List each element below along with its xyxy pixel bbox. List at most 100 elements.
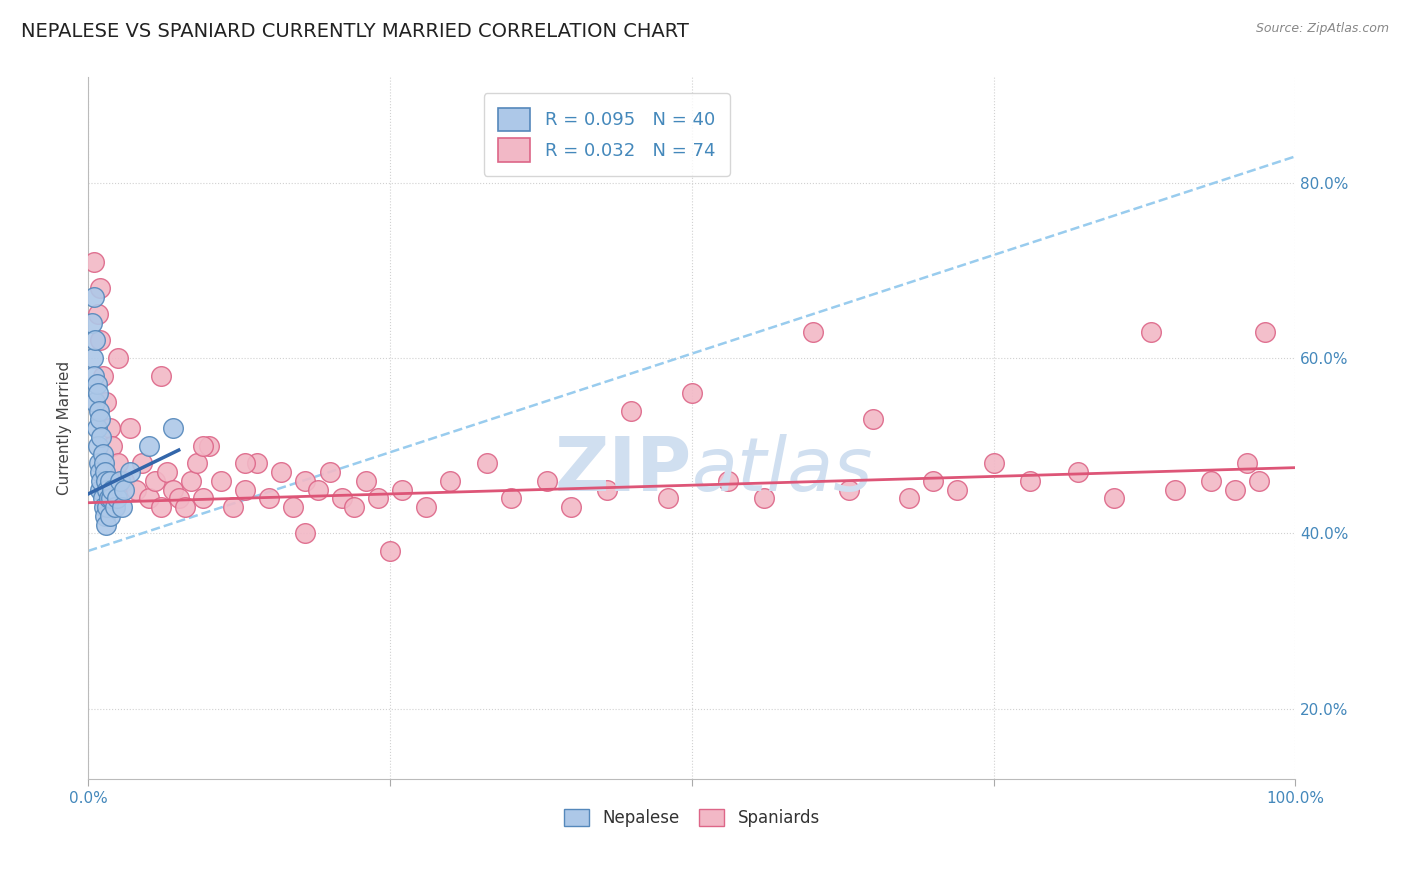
Point (1139, 325, 1161, 339)
Point (1249, 474, 1271, 488)
Text: ZIP: ZIP (554, 434, 692, 507)
Point (131, 456, 153, 470)
Point (90, 430, 112, 444)
Point (98, 508, 121, 523)
Point (307, 483, 329, 497)
Legend: Nepalese, Spaniards: Nepalese, Spaniards (557, 802, 827, 834)
Point (107, 351, 129, 365)
Point (499, 491, 522, 506)
Point (93, 456, 115, 470)
Point (90, 474, 112, 488)
Point (391, 483, 413, 497)
Point (922, 474, 945, 488)
Point (125, 483, 148, 497)
Point (983, 456, 1005, 470)
Point (87, 307, 110, 321)
Text: atlas: atlas (692, 434, 873, 507)
Point (87, 456, 110, 470)
Point (354, 474, 377, 488)
Point (801, 325, 824, 339)
Point (86, 377, 108, 392)
Point (162, 483, 184, 497)
Point (101, 439, 124, 453)
Point (162, 421, 184, 435)
Point (560, 500, 582, 514)
Point (173, 500, 195, 514)
Y-axis label: Currently Married: Currently Married (58, 361, 72, 495)
Point (180, 474, 202, 488)
Point (717, 474, 740, 488)
Point (138, 491, 160, 506)
Point (89, 465, 111, 479)
Point (186, 456, 208, 470)
Point (596, 483, 619, 497)
Point (318, 465, 340, 479)
Point (83, 290, 105, 304)
Point (270, 465, 292, 479)
Point (754, 491, 776, 506)
Point (94, 465, 117, 479)
Point (475, 456, 498, 470)
Point (105, 491, 128, 506)
Point (100, 491, 122, 506)
Point (89, 281, 111, 295)
Point (1254, 325, 1277, 339)
Point (1018, 474, 1040, 488)
Point (84, 334, 107, 348)
Point (233, 456, 256, 470)
Point (82, 351, 104, 365)
Point (439, 474, 461, 488)
Point (1104, 491, 1126, 506)
Point (80, 316, 103, 330)
Point (536, 474, 558, 488)
Point (294, 526, 316, 541)
Point (98, 421, 121, 435)
Point (1164, 483, 1187, 497)
Point (89, 334, 111, 348)
Point (96, 483, 118, 497)
Point (112, 483, 135, 497)
Point (149, 368, 172, 383)
Point (97, 491, 120, 506)
Point (111, 500, 134, 514)
Point (191, 491, 214, 506)
Point (107, 456, 129, 470)
Point (108, 474, 131, 488)
Point (167, 491, 190, 506)
Point (246, 456, 269, 470)
Point (138, 439, 160, 453)
Point (343, 500, 366, 514)
Point (156, 465, 179, 479)
Point (120, 465, 142, 479)
Point (94, 508, 117, 523)
Point (898, 491, 921, 506)
Point (283, 500, 305, 514)
Point (89, 483, 111, 497)
Point (838, 483, 860, 497)
Point (96, 517, 118, 532)
Point (209, 474, 232, 488)
Point (378, 544, 401, 558)
Point (83, 254, 105, 268)
Point (946, 483, 969, 497)
Point (89, 412, 111, 426)
Point (96, 474, 118, 488)
Point (98, 474, 121, 488)
Point (657, 491, 679, 506)
Point (87, 439, 110, 453)
Text: NEPALESE VS SPANIARD CURRENTLY MARRIED CORRELATION CHART: NEPALESE VS SPANIARD CURRENTLY MARRIED C… (21, 22, 689, 41)
Point (222, 500, 245, 514)
Point (1236, 456, 1258, 470)
Point (112, 474, 135, 488)
Point (1067, 465, 1090, 479)
Point (86, 421, 108, 435)
Point (294, 474, 316, 488)
Point (1223, 483, 1246, 497)
Point (93, 500, 115, 514)
Point (330, 491, 353, 506)
Point (91, 491, 114, 506)
Point (84, 395, 107, 409)
Point (101, 483, 124, 497)
Point (191, 439, 214, 453)
Text: Source: ZipAtlas.com: Source: ZipAtlas.com (1256, 22, 1389, 36)
